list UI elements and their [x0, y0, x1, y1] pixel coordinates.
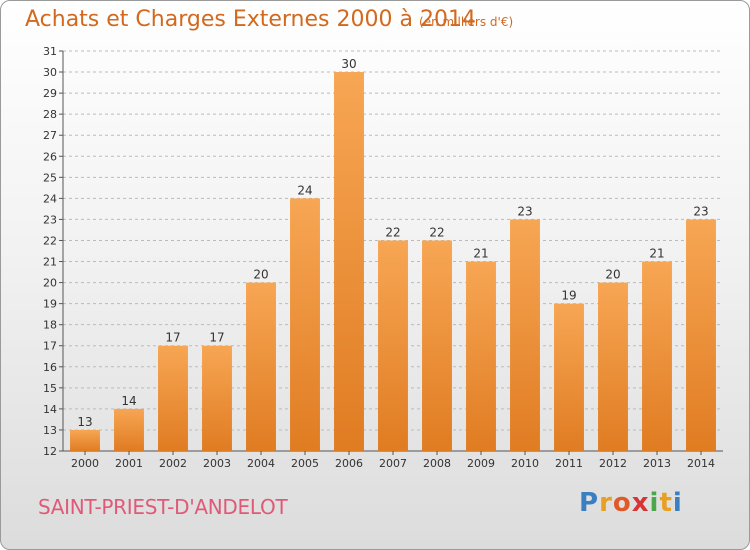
bar-data-label: 13 — [77, 415, 92, 429]
bar-data-label: 20 — [253, 268, 268, 282]
y-tick-label: 30 — [43, 66, 57, 79]
x-tick-label: 2012 — [599, 457, 627, 470]
y-tick-label: 25 — [43, 171, 57, 184]
proxiti-logo[interactable]: Proxiti — [579, 488, 683, 518]
bar-data-label: 23 — [517, 204, 532, 218]
x-tick-label: 2004 — [247, 457, 275, 470]
logo-letter: r — [599, 488, 613, 518]
y-tick-label: 17 — [43, 340, 57, 353]
bar — [466, 261, 496, 451]
logo-letter: P — [579, 488, 600, 518]
x-tick-label: 2003 — [203, 457, 231, 470]
bar-data-label: 14 — [121, 394, 136, 408]
x-tick-label: 2010 — [511, 457, 539, 470]
y-tick-label: 19 — [43, 298, 57, 311]
chart-subtitle: (en milliers d'€) — [419, 15, 514, 29]
x-tick-label: 2001 — [115, 457, 143, 470]
bar — [70, 429, 100, 451]
bar-data-label: 21 — [473, 247, 488, 261]
y-tick-label: 27 — [43, 129, 57, 142]
x-tick-label: 2000 — [71, 457, 99, 470]
y-tick-label: 24 — [43, 192, 57, 205]
x-tick-label: 2013 — [643, 457, 671, 470]
y-tick-label: 20 — [43, 277, 57, 290]
y-tick-label: 13 — [43, 424, 57, 437]
bar — [114, 408, 144, 451]
bar — [378, 240, 408, 451]
commune-name: SAINT-PRIEST-D'ANDELOT — [38, 495, 288, 519]
bar — [642, 261, 672, 451]
x-tick-label: 2008 — [423, 457, 451, 470]
bar — [246, 282, 276, 451]
x-tick-label: 2002 — [159, 457, 187, 470]
bar-data-label: 30 — [341, 57, 356, 71]
x-tick-label: 2005 — [291, 457, 319, 470]
logo-letter: x — [631, 488, 650, 518]
y-tick-label: 29 — [43, 87, 57, 100]
bar-data-label: 24 — [297, 183, 312, 197]
y-tick-label: 21 — [43, 256, 57, 269]
y-tick-label: 12 — [43, 445, 57, 458]
y-tick-label: 18 — [43, 319, 57, 332]
logo-letter: i — [649, 488, 660, 518]
y-tick-label: 14 — [43, 403, 57, 416]
y-tick-label: 31 — [43, 45, 57, 58]
bar — [290, 198, 320, 451]
bar — [422, 240, 452, 451]
bar — [686, 219, 716, 451]
y-tick-label: 22 — [43, 234, 57, 247]
bar-data-label: 20 — [605, 268, 620, 282]
logo-letter: t — [659, 488, 673, 518]
bar-data-label: 21 — [649, 247, 664, 261]
x-tick-label: 2009 — [467, 457, 495, 470]
x-tick-label: 2011 — [555, 457, 583, 470]
bar — [598, 282, 628, 451]
x-tick-label: 2007 — [379, 457, 407, 470]
bar-data-label: 17 — [209, 331, 224, 345]
y-tick-label: 15 — [43, 382, 57, 395]
bar-data-label: 22 — [429, 225, 444, 239]
chart-title: Achats et Charges Externes 2000 à 2014 — [25, 7, 476, 32]
bar-data-label: 17 — [165, 331, 180, 345]
bar — [202, 345, 232, 451]
x-tick-label: 2014 — [687, 457, 715, 470]
bar — [158, 345, 188, 451]
bar — [510, 219, 540, 451]
logo-letter: i — [672, 488, 683, 518]
bars — [70, 72, 716, 451]
y-tick-label: 16 — [43, 361, 57, 374]
y-tick-label: 23 — [43, 213, 57, 226]
bar — [554, 303, 584, 451]
logo-letter: o — [612, 488, 632, 518]
bar-data-label: 22 — [385, 225, 400, 239]
bar — [334, 72, 364, 451]
bar-data-label: 23 — [693, 204, 708, 218]
y-tick-label: 26 — [43, 150, 57, 163]
y-tick-label: 28 — [43, 108, 57, 121]
x-tick-label: 2006 — [335, 457, 363, 470]
bar-data-label: 19 — [561, 289, 576, 303]
labels: 13 14 17 17 20 24 30 22 22 21 23 19 20 21 23 — [77, 57, 708, 429]
